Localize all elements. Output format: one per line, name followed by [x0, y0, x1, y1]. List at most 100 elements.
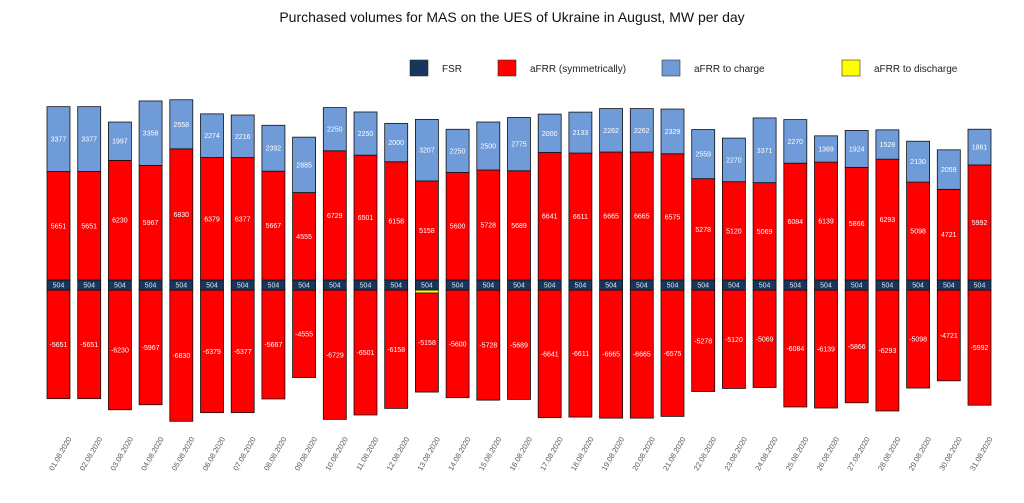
bar-afrr-sym-down	[599, 289, 623, 419]
legend: FSR aFRR (symmetrically) aFRR to charge aFR…	[409, 59, 958, 77]
label-afrr-sym-up: 6501	[358, 215, 374, 222]
label-fsr: 504	[974, 283, 986, 290]
x-tick-label: 04.08.2020	[139, 435, 166, 472]
bar-afrr-charge	[138, 100, 163, 166]
bar-group-26.08.2020: 504 6139 1369 -6139	[814, 135, 838, 409]
label-afrr-sym-down: -5992	[971, 345, 989, 352]
label-fsr: 504	[728, 283, 740, 290]
legend-item: aFRR (symmetrically)	[497, 59, 626, 77]
x-tick-label: 30.08.2020	[937, 435, 964, 472]
bar-afrr-charge	[936, 149, 961, 190]
x-tick-label: 19.08.2020	[600, 435, 627, 472]
label-fsr: 504	[206, 283, 218, 290]
x-tick-label: 27.08.2020	[845, 435, 872, 472]
bar-afrr-sym-down	[568, 289, 593, 418]
x-tick-label: 16.08.2020	[508, 435, 535, 472]
label-afrr-charge: 1861	[972, 145, 988, 152]
label-fsr: 504	[175, 283, 187, 290]
label-afrr-charge: 2274	[204, 133, 220, 140]
label-fsr: 504	[605, 283, 617, 290]
legend-item: FSR	[409, 59, 462, 77]
bar-group-28.08.2020: 504 6293 1528 -6293	[875, 129, 900, 412]
bar-afrr-charge	[752, 117, 777, 184]
bar-group-08.08.2020: 504 5667 2392 -5667	[261, 124, 286, 400]
bar-afrr-sym-down	[414, 292, 439, 393]
label-fsr: 504	[513, 283, 525, 290]
label-afrr-sym-up: 5967	[143, 220, 159, 227]
label-afrr-sym-down: -6641	[541, 351, 559, 358]
label-fsr: 504	[145, 283, 157, 290]
legend-swatch	[661, 59, 681, 77]
label-fsr: 504	[851, 283, 863, 290]
label-afrr-sym-up: 5689	[511, 223, 527, 230]
bar-afrr-charge	[691, 129, 716, 180]
label-afrr-sym-down: -5667	[264, 342, 282, 349]
bar-afrr-charge	[507, 117, 531, 172]
bar-group-07.08.2020: 504 6377 2216 -6377	[230, 114, 255, 413]
label-afrr-charge: 3377	[81, 137, 97, 144]
label-fsr: 504	[390, 283, 402, 290]
label-afrr-charge: 3358	[143, 131, 159, 138]
bar-afrr-charge	[261, 124, 286, 172]
label-afrr-charge: 2392	[266, 146, 282, 153]
x-tick-label: 03.08.2020	[108, 435, 135, 472]
bar-group-29.08.2020: 504 5098 2130 -5098	[906, 140, 930, 389]
label-afrr-sym-up: 6158	[388, 218, 404, 225]
bar-group-18.08.2020: 504 6611 2133 -6611	[568, 111, 593, 418]
label-afrr-sym-down: -6830	[172, 353, 190, 360]
bar-afrr-charge	[783, 119, 808, 164]
label-afrr-charge: 3207	[419, 148, 435, 155]
bar-group-25.08.2020: 504 6084 2270 -6084	[783, 119, 808, 408]
label-fsr: 504	[268, 283, 280, 290]
label-fsr: 504	[360, 283, 372, 290]
label-afrr-charge: 2262	[603, 128, 619, 135]
label-afrr-sym-up: 6293	[880, 217, 896, 224]
label-afrr-sym-up: 6084	[788, 219, 804, 226]
label-afrr-charge: 1997	[112, 139, 128, 146]
label-afrr-sym-down: -5069	[756, 336, 774, 343]
x-tick-label: 25.08.2020	[784, 435, 811, 472]
bar-afrr-charge	[967, 128, 992, 166]
label-afrr-sym-up: 5992	[972, 220, 988, 227]
x-tick-label: 09.08.2020	[293, 435, 320, 472]
label-fsr: 504	[759, 283, 771, 290]
bar-afrr-charge	[230, 114, 255, 158]
label-afrr-charge: 3371	[757, 148, 773, 155]
bar-afrr-sym-down	[77, 289, 102, 400]
legend-label: aFRR to discharge	[874, 64, 958, 75]
label-afrr-sym-down: -6611	[572, 351, 589, 358]
label-afrr-sym-up: 6641	[542, 214, 558, 221]
x-tick-label: 11.08.2020	[354, 435, 380, 472]
legend-swatch	[841, 59, 861, 77]
bar-afrr-sym-down	[322, 289, 347, 420]
legend-item: aFRR to charge	[661, 59, 765, 77]
bar-group-21.08.2020: 504 6575 2329 -6575	[660, 108, 685, 417]
bar-afrr-discharge	[415, 289, 439, 294]
bar-group-06.08.2020: 504 6379 2274 -6379	[200, 113, 224, 414]
bar-afrr-charge	[353, 111, 378, 156]
x-tick-label: 24.08.2020	[753, 435, 780, 472]
label-afrr-charge: 2216	[235, 134, 251, 141]
bar-group-12.08.2020: 504 6158 2000 -6158	[384, 122, 409, 409]
label-afrr-sym-down: -5158	[418, 340, 436, 347]
x-tick-label: 14.08.2020	[446, 435, 473, 472]
bar-group-11.08.2020: 504 6501 2250 -6501	[353, 111, 378, 416]
label-fsr: 504	[575, 283, 587, 290]
label-afrr-sym-up: 6665	[634, 214, 650, 221]
bar-group-20.08.2020: 504 6665 2262 -6665	[629, 108, 654, 419]
x-tick-label: 31.08.2020	[968, 435, 995, 472]
label-afrr-sym-up: 6230	[112, 218, 128, 225]
bar-afrr-sym-down	[476, 289, 501, 401]
bar-afrr-charge	[108, 121, 132, 161]
bar-afrr-charge	[906, 140, 930, 183]
legend-label: aFRR to charge	[694, 64, 765, 75]
label-afrr-charge: 2250	[327, 127, 343, 134]
label-afrr-sym-up: 5278	[695, 227, 711, 234]
bar-afrr-sym-down	[200, 289, 224, 414]
bar-afrr-sym-down	[507, 289, 531, 400]
bar-afrr-charge	[169, 99, 194, 150]
label-fsr: 504	[820, 283, 832, 290]
label-afrr-charge: 3377	[51, 137, 67, 144]
legend-swatch	[409, 59, 429, 77]
x-tick-label: 12.08.2020	[385, 435, 412, 472]
